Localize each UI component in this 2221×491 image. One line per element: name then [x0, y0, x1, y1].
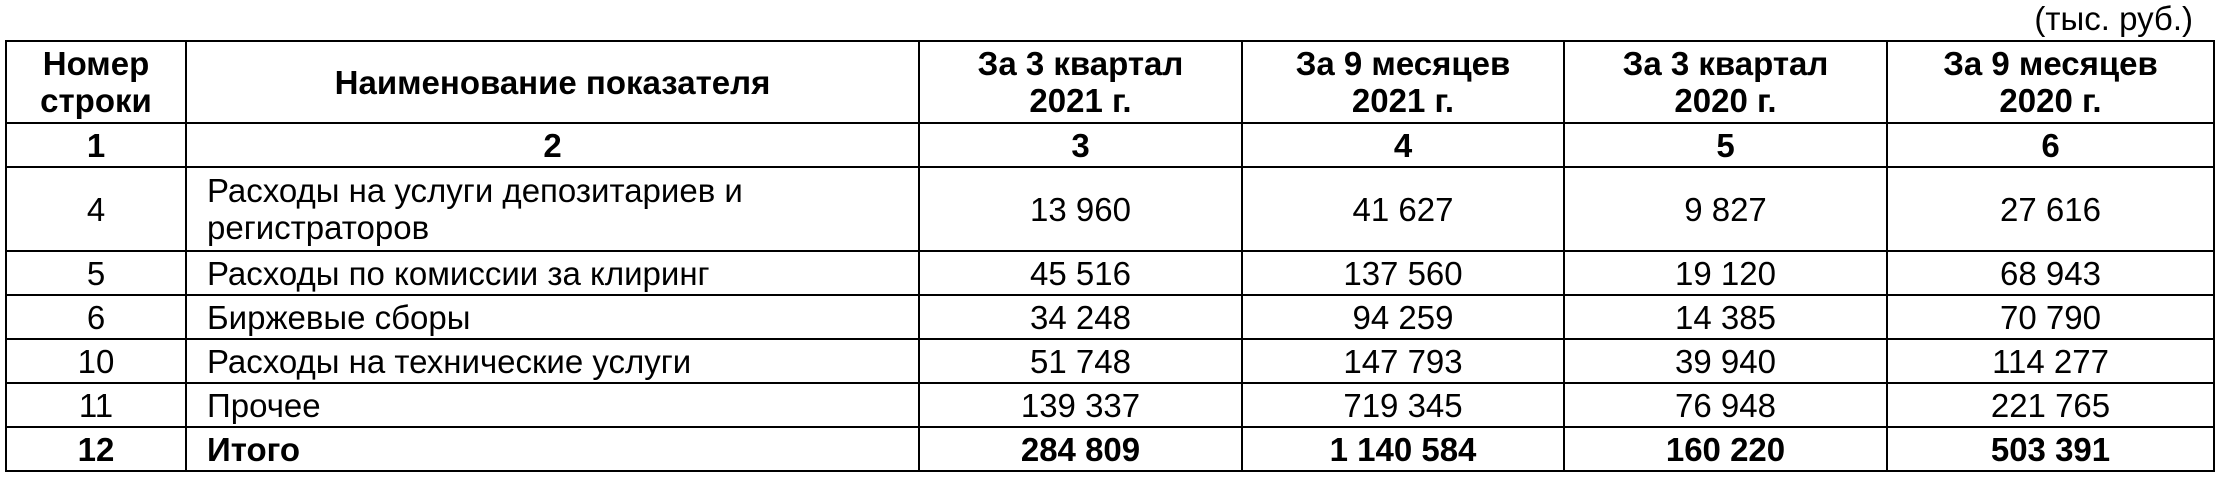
expenses-table: Номер строки Наименование показателя За 3…: [5, 40, 2215, 472]
row-line-number: 4: [5, 166, 187, 252]
cell-9m-2020: 68 943: [1886, 250, 2215, 296]
cell-9m-2020: 27 616: [1886, 166, 2215, 252]
cell-q3-2020: 19 120: [1563, 250, 1888, 296]
row-line-number: 11: [5, 382, 187, 428]
table-row: 5 Расходы по комиссии за клиринг 45 516 …: [5, 250, 2215, 296]
total-row: 12 Итого 284 809 1 140 584 160 220 503 3…: [5, 426, 2215, 472]
column-number: 6: [1886, 122, 2215, 168]
row-line-number: 5: [5, 250, 187, 296]
cell-q3-2020: 160 220: [1563, 426, 1888, 472]
cell-9m-2021: 147 793: [1241, 338, 1565, 384]
header-9m-2021: За 9 месяцев 2021 г.: [1241, 40, 1565, 124]
column-number: 3: [918, 122, 1243, 168]
cell-q3-2020: 14 385: [1563, 294, 1888, 340]
row-line-number: 10: [5, 338, 187, 384]
column-number: 5: [1563, 122, 1888, 168]
cell-9m-2021: 137 560: [1241, 250, 1565, 296]
cell-q3-2020: 76 948: [1563, 382, 1888, 428]
header-9m-2020: За 9 месяцев 2020 г.: [1886, 40, 2215, 124]
column-number: 1: [5, 122, 187, 168]
cell-q3-2021: 45 516: [918, 250, 1243, 296]
column-number: 2: [185, 122, 920, 168]
header-row: Номер строки Наименование показателя За 3…: [5, 40, 2215, 124]
cell-9m-2021: 94 259: [1241, 294, 1565, 340]
cell-q3-2021: 284 809: [918, 426, 1243, 472]
row-name: Расходы на технические услуги: [185, 338, 920, 384]
column-number: 4: [1241, 122, 1565, 168]
table-row: 10 Расходы на технические услуги 51 748 …: [5, 338, 2215, 384]
cell-9m-2020: 221 765: [1886, 382, 2215, 428]
cell-q3-2021: 139 337: [918, 382, 1243, 428]
cell-9m-2021: 719 345: [1241, 382, 1565, 428]
table-row: 6 Биржевые сборы 34 248 94 259 14 385 70…: [5, 294, 2215, 340]
cell-9m-2020: 114 277: [1886, 338, 2215, 384]
cell-q3-2021: 13 960: [918, 166, 1243, 252]
row-name: Биржевые сборы: [185, 294, 920, 340]
table-row: 11 Прочее 139 337 719 345 76 948 221 765: [5, 382, 2215, 428]
header-q3-2020: За 3 квартал 2020 г.: [1563, 40, 1888, 124]
table-row: 4 Расходы на услуги депозитариев и регист…: [5, 166, 2215, 252]
cell-q3-2020: 39 940: [1563, 338, 1888, 384]
row-name: Расходы по комиссии за клиринг: [185, 250, 920, 296]
header-q3-2021: За 3 квартал 2021 г.: [918, 40, 1243, 124]
row-name: Прочее: [185, 382, 920, 428]
header-line-number: Номер строки: [5, 40, 187, 124]
unit-label: (тыс. руб.): [2034, 0, 2193, 37]
row-name: Расходы на услуги депозитариев и регистра…: [185, 166, 920, 252]
row-name: Итого: [185, 426, 920, 472]
row-line-number: 6: [5, 294, 187, 340]
header-indicator-name: Наименование показателя: [185, 40, 920, 124]
cell-q3-2021: 51 748: [918, 338, 1243, 384]
column-number-row: 1 2 3 4 5 6: [5, 122, 2215, 168]
cell-9m-2021: 1 140 584: [1241, 426, 1565, 472]
cell-q3-2020: 9 827: [1563, 166, 1888, 252]
cell-9m-2020: 503 391: [1886, 426, 2215, 472]
cell-9m-2020: 70 790: [1886, 294, 2215, 340]
cell-q3-2021: 34 248: [918, 294, 1243, 340]
cell-9m-2021: 41 627: [1241, 166, 1565, 252]
row-line-number: 12: [5, 426, 187, 472]
